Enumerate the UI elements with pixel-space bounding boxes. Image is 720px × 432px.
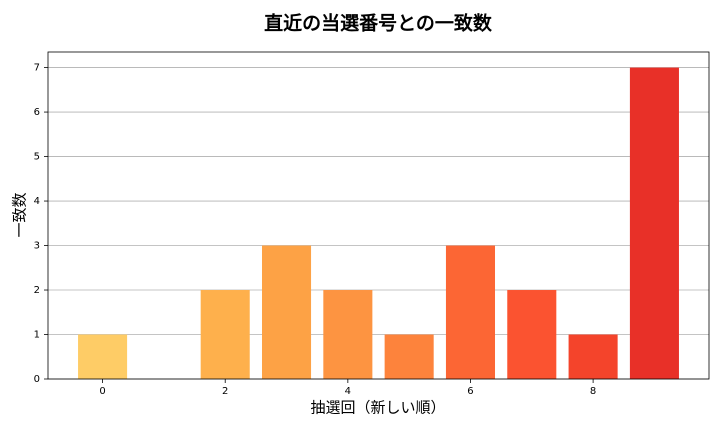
bar	[568, 334, 618, 379]
x-tick-label: 6	[467, 386, 473, 397]
bar	[323, 290, 373, 379]
x-axis-label: 抽選回（新しい順）	[310, 399, 445, 417]
y-tick-label: 2	[34, 285, 40, 296]
y-axis-label: 一致数	[11, 192, 29, 237]
bar	[200, 290, 250, 379]
bar	[261, 245, 312, 379]
plot-frame	[47, 51, 710, 380]
x-tick-label: 2	[222, 386, 228, 397]
x-tick-label: 4	[345, 386, 351, 397]
x-tick-label: 8	[590, 386, 596, 397]
chart-title: 直近の当選番号との一致数	[264, 12, 493, 35]
bar	[445, 245, 496, 379]
y-tick-label: 3	[34, 241, 40, 252]
bar	[629, 67, 679, 380]
bar	[507, 290, 557, 379]
y-tick-label: 5	[34, 152, 40, 163]
bar	[78, 334, 128, 379]
x-tick-label: 0	[99, 386, 105, 397]
y-tick-label: 7	[34, 63, 40, 74]
bar	[384, 334, 434, 379]
y-tick-label: 6	[34, 107, 40, 118]
y-tick-label: 1	[34, 330, 40, 341]
y-tick-label: 0	[34, 374, 40, 385]
y-tick-label: 4	[34, 196, 40, 207]
